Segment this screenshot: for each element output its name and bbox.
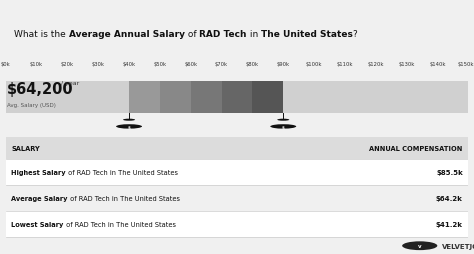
Text: $30k: $30k	[91, 61, 105, 67]
Text: of RAD Tech in The United States: of RAD Tech in The United States	[66, 170, 178, 176]
Text: Avg. Salary (USD): Avg. Salary (USD)	[7, 103, 55, 107]
Text: The United States: The United States	[261, 30, 353, 39]
Text: $80k: $80k	[246, 61, 259, 67]
Text: $120k: $120k	[367, 61, 384, 67]
Text: Average Annual Salary: Average Annual Salary	[69, 30, 185, 39]
Text: $20k: $20k	[61, 61, 74, 67]
Bar	[160, 82, 191, 114]
Text: $130k: $130k	[399, 61, 415, 67]
Text: of RAD Tech in The United States: of RAD Tech in The United States	[64, 221, 175, 227]
Text: Lowest Salary: Lowest Salary	[11, 221, 64, 227]
Text: $41.2k: $41.2k	[436, 221, 463, 227]
Text: What is the: What is the	[14, 30, 69, 39]
Text: $0k: $0k	[1, 61, 10, 67]
Bar	[6, 82, 468, 114]
Circle shape	[116, 125, 142, 129]
Text: $64,200: $64,200	[7, 82, 73, 97]
Text: / year: / year	[59, 81, 79, 86]
Bar	[6, 185, 468, 211]
Bar	[6, 137, 468, 160]
Text: $90k: $90k	[277, 61, 290, 67]
Text: $140k: $140k	[429, 61, 446, 67]
Circle shape	[277, 119, 289, 121]
Text: of: of	[185, 30, 199, 39]
Bar	[6, 160, 468, 185]
Bar	[253, 82, 283, 114]
Text: $100k: $100k	[306, 61, 322, 67]
Bar	[191, 82, 221, 114]
Text: ANNUAL COMPENSATION: ANNUAL COMPENSATION	[369, 146, 463, 151]
Text: $70k: $70k	[215, 61, 228, 67]
Text: $: $	[282, 125, 285, 129]
Text: $10k: $10k	[30, 61, 43, 67]
Text: $64.2k: $64.2k	[436, 196, 463, 201]
Text: $40k: $40k	[122, 61, 136, 67]
Text: $150k+: $150k+	[458, 61, 474, 67]
Text: in: in	[246, 30, 261, 39]
Bar	[129, 82, 160, 114]
Text: SALARY: SALARY	[11, 146, 40, 151]
Bar	[221, 82, 253, 114]
Text: $60k: $60k	[184, 61, 197, 67]
Text: Highest Salary: Highest Salary	[11, 170, 66, 176]
Text: v: v	[418, 243, 421, 248]
Text: Average Salary: Average Salary	[11, 196, 68, 201]
Text: $: $	[128, 125, 130, 129]
Circle shape	[402, 241, 438, 250]
Circle shape	[270, 125, 296, 129]
Text: $50k: $50k	[153, 61, 166, 67]
Text: VELVETJOBS: VELVETJOBS	[442, 243, 474, 249]
Text: of RAD Tech in The United States: of RAD Tech in The United States	[68, 196, 180, 201]
Circle shape	[123, 119, 135, 121]
Text: $110k: $110k	[337, 61, 353, 67]
Text: $85.5k: $85.5k	[436, 170, 463, 176]
Bar	[6, 211, 468, 237]
Text: RAD Tech: RAD Tech	[199, 30, 246, 39]
Text: ?: ?	[353, 30, 357, 39]
